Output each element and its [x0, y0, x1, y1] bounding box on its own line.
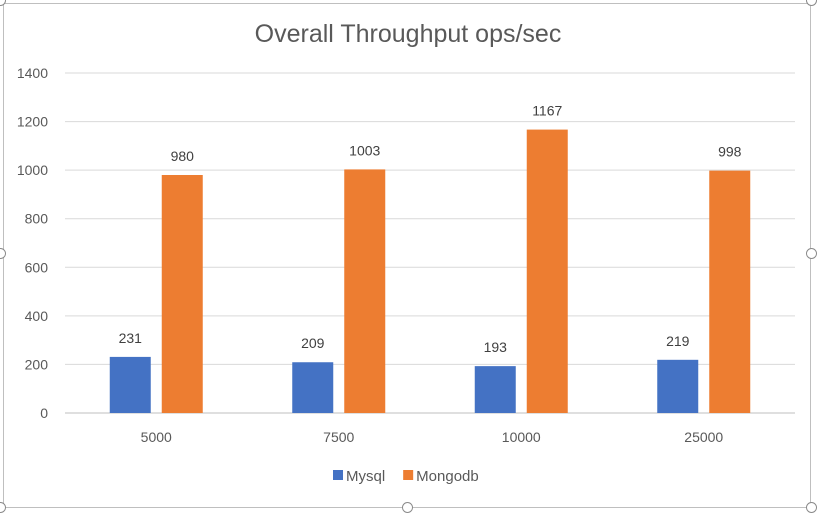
data-label: 980	[171, 148, 195, 164]
data-labels: 231 980 209 1003 193 1167 219 998	[119, 103, 742, 356]
legend-swatch	[333, 470, 343, 480]
y-tick-label: 0	[40, 405, 48, 421]
bar-mysql[interactable]	[474, 366, 516, 413]
legend-label: Mysql	[346, 468, 385, 485]
data-label: 998	[718, 144, 742, 160]
x-tick-label: 10000	[502, 429, 541, 445]
resize-handle-bottom-right[interactable]	[806, 502, 817, 513]
y-tick-label: 1200	[17, 114, 48, 130]
resize-handle-bottom[interactable]	[402, 502, 413, 513]
chart-title: Overall Throughput ops/sec	[255, 20, 562, 48]
x-tick-label: 25000	[684, 429, 723, 445]
resize-handle-right[interactable]	[806, 248, 817, 259]
y-tick-label: 1400	[17, 65, 48, 81]
bar-mysql[interactable]	[109, 356, 151, 413]
legend[interactable]: Mysql Mongodb	[333, 468, 479, 485]
data-label: 1003	[349, 142, 380, 158]
legend-swatch	[403, 470, 414, 480]
x-axis: 5000 7500 10000 25000	[141, 429, 724, 445]
bars	[109, 129, 751, 414]
y-tick-label: 600	[25, 259, 49, 275]
data-label: 219	[666, 333, 690, 349]
legend-label: Mongodb	[416, 468, 479, 485]
bar-mysql[interactable]	[292, 362, 334, 413]
data-label: 1167	[532, 103, 562, 119]
data-label: 231	[119, 330, 143, 346]
bar-mongodb[interactable]	[709, 170, 751, 413]
bar-mysql[interactable]	[657, 359, 699, 413]
data-label: 209	[301, 335, 325, 351]
bar-mongodb[interactable]	[344, 169, 386, 413]
bar-mongodb[interactable]	[526, 129, 568, 414]
x-tick-label: 7500	[323, 429, 354, 445]
y-tick-label: 1000	[17, 162, 48, 178]
bar-mongodb[interactable]	[161, 175, 203, 413]
chart-frame[interactable]	[3, 3, 811, 508]
y-tick-label: 400	[25, 308, 49, 324]
data-label: 193	[484, 339, 508, 355]
y-tick-label: 800	[25, 211, 49, 227]
y-tick-label: 200	[25, 356, 49, 372]
y-axis: 0 200 400 600 800 1000 1200 1400	[17, 65, 48, 421]
x-tick-label: 5000	[141, 429, 172, 445]
